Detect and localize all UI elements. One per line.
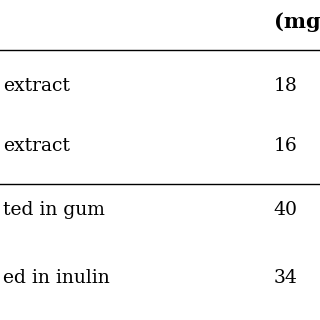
Text: (mg: (mg <box>274 12 320 32</box>
Text: ted in gum: ted in gum <box>3 201 105 219</box>
Text: extract: extract <box>3 77 70 95</box>
Text: 18: 18 <box>274 77 298 95</box>
Text: 40: 40 <box>274 201 298 219</box>
Text: ed in inulin: ed in inulin <box>3 269 110 287</box>
Text: 34: 34 <box>274 269 298 287</box>
Text: extract: extract <box>3 137 70 155</box>
Text: 16: 16 <box>274 137 297 155</box>
